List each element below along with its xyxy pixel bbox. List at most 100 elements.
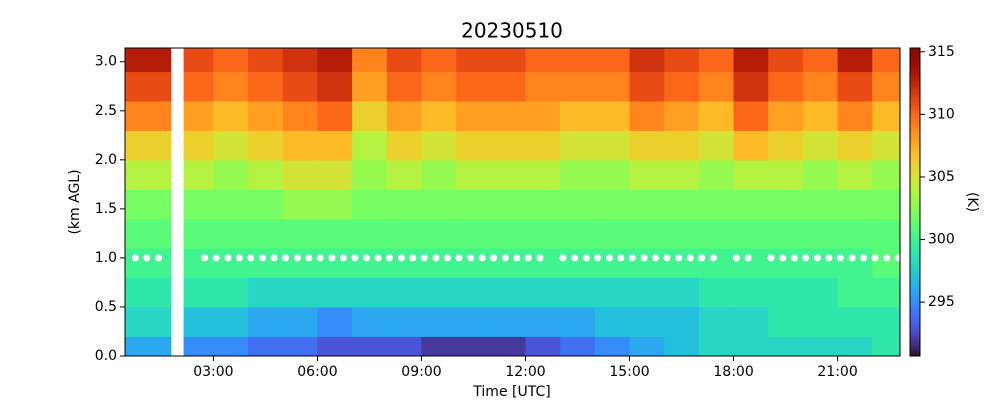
heatmap-cell xyxy=(125,189,172,220)
heatmap-cell xyxy=(183,218,214,249)
colorbar-segment xyxy=(910,204,920,208)
colorbar-tick-label: 295 xyxy=(928,294,955,310)
colorbar-segment xyxy=(910,343,920,347)
heatmap-cell xyxy=(802,336,839,357)
heatmap-cell xyxy=(629,48,665,73)
heatmap-cell xyxy=(386,306,422,337)
colorbar-segment xyxy=(910,127,920,131)
colorbar-segment xyxy=(910,268,920,272)
heatmap-cell xyxy=(594,130,631,161)
marker-dot xyxy=(860,254,868,262)
heatmap-cell xyxy=(629,306,665,337)
heatmap-cell xyxy=(525,48,561,73)
heatmap-cell xyxy=(456,218,492,249)
marker-dot xyxy=(409,254,417,262)
heatmap-cell xyxy=(664,248,700,279)
heatmap-cell xyxy=(456,248,492,279)
heatmap-cell xyxy=(837,277,873,308)
heatmap-cell xyxy=(872,48,901,73)
heatmap-cell xyxy=(733,336,769,357)
heatmap-cell xyxy=(125,71,172,102)
colorbar-segment xyxy=(910,76,920,80)
heatmap-cell xyxy=(282,218,318,249)
colorbar-segment xyxy=(910,94,920,98)
marker-dot xyxy=(339,254,347,262)
heatmap-cell xyxy=(490,71,527,102)
x-tick-label: 06:00 xyxy=(297,364,337,380)
heatmap-cell xyxy=(837,71,873,102)
heatmap-cell xyxy=(872,100,901,131)
heatmap-cell xyxy=(282,336,318,357)
heatmap-cell xyxy=(386,218,422,249)
marker-dot xyxy=(201,254,209,262)
heatmap-cell xyxy=(802,306,839,337)
heatmap-cell xyxy=(248,159,284,190)
heatmap-cell xyxy=(768,248,804,279)
y-tick-label: 0.0 xyxy=(95,348,117,364)
colorbar-segment xyxy=(910,104,920,108)
heatmap-cell xyxy=(733,189,769,220)
marker-dot xyxy=(871,254,879,262)
colorbar-segment xyxy=(910,222,920,226)
colorbar-tick-label: 310 xyxy=(928,106,955,122)
y-tick-label: 1.0 xyxy=(95,250,117,266)
heatmap-cell xyxy=(248,336,284,357)
marker-dot xyxy=(374,254,382,262)
colorbar-segment xyxy=(910,130,920,134)
marker-dot xyxy=(305,254,313,262)
colorbar-segment xyxy=(910,207,920,211)
heatmap-cell xyxy=(421,159,457,190)
heatmap-cell xyxy=(768,100,804,131)
heatmap-cell xyxy=(664,306,700,337)
heatmap-cell xyxy=(248,100,284,131)
colorbar-segment xyxy=(910,284,920,288)
heatmap-cell xyxy=(872,189,901,220)
heatmap-cell xyxy=(837,130,873,161)
colorbar-segment xyxy=(910,261,920,265)
heatmap-cell xyxy=(525,248,561,279)
colorbar-segment xyxy=(910,271,920,275)
colorbar-tick-label: 300 xyxy=(928,232,955,248)
heatmap-cell xyxy=(183,130,214,161)
colorbar-segment xyxy=(910,345,920,349)
colorbar-segment xyxy=(910,173,920,177)
heatmap-cell xyxy=(213,248,249,279)
heatmap-cell xyxy=(594,48,631,73)
heatmap-cell xyxy=(352,71,388,102)
heatmap-cell xyxy=(213,48,249,73)
heatmap-cell xyxy=(872,130,901,161)
heatmap-cell xyxy=(183,306,214,337)
heatmap-cell xyxy=(317,336,353,357)
colorbar-segment xyxy=(910,330,920,334)
heatmap-cell xyxy=(733,277,769,308)
colorbar-segment xyxy=(910,196,920,200)
heatmap-cell xyxy=(352,336,388,357)
marker-dot xyxy=(698,254,706,262)
heatmap-cell xyxy=(768,218,804,249)
marker-dot xyxy=(767,254,775,262)
marker-dot xyxy=(802,254,810,262)
colorbar-segment xyxy=(910,312,920,316)
heatmap-cell xyxy=(386,277,422,308)
colorbar-segment xyxy=(910,58,920,62)
heatmap-cell xyxy=(317,248,353,279)
heatmap-cell xyxy=(317,130,353,161)
heatmap-cell xyxy=(698,336,735,357)
heatmap-cell xyxy=(594,336,631,357)
heatmap-cell xyxy=(560,306,596,337)
marker-dot xyxy=(212,254,220,262)
marker-dot xyxy=(282,254,290,262)
marker-dot xyxy=(386,254,394,262)
colorbar-segment xyxy=(910,148,920,152)
heatmap-cell xyxy=(837,306,873,337)
heatmap-cell xyxy=(802,159,839,190)
heatmap-cell xyxy=(490,48,527,73)
colorbar-segment xyxy=(910,194,920,198)
marker-dot xyxy=(825,254,833,262)
heatmap-cell xyxy=(698,130,735,161)
heatmap-cell xyxy=(768,48,804,73)
heatmap-cell xyxy=(317,100,353,131)
heatmap-cell xyxy=(352,100,388,131)
heatmap-cell xyxy=(183,71,214,102)
